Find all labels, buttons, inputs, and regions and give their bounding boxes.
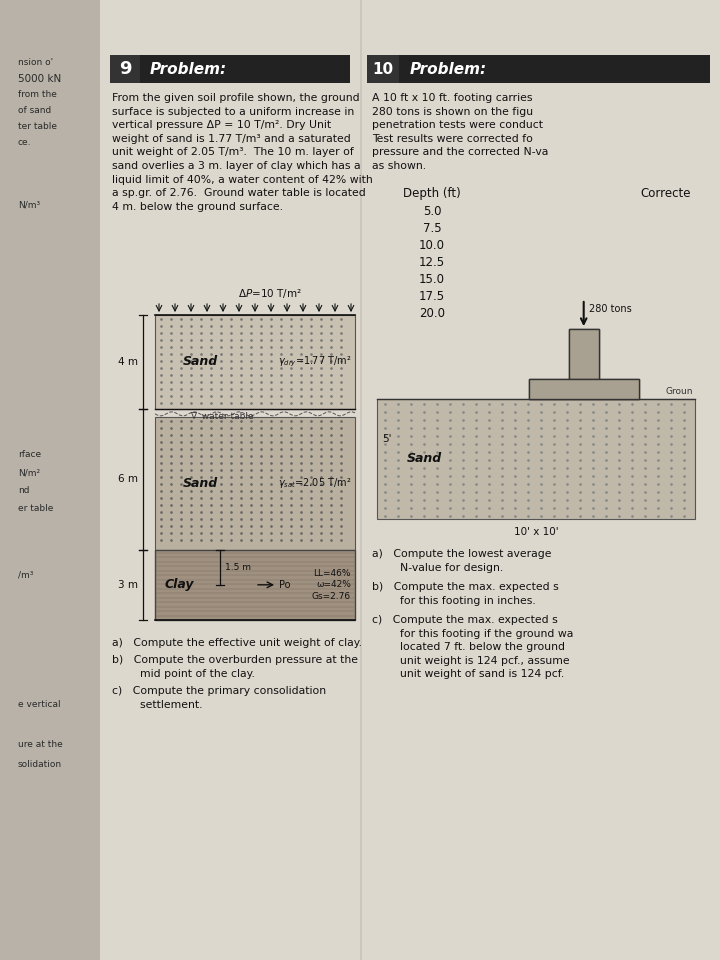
- Text: 5': 5': [382, 434, 392, 444]
- Text: a)   Compute the lowest average
        N-value for design.: a) Compute the lowest average N-value fo…: [372, 549, 552, 572]
- Text: Sand: Sand: [183, 477, 218, 490]
- Text: 10: 10: [372, 61, 394, 77]
- Text: /m³: /m³: [18, 570, 33, 579]
- Text: ter table: ter table: [18, 122, 57, 131]
- Bar: [377, 399, 695, 519]
- Bar: [569, 329, 599, 379]
- Text: Correcte: Correcte: [640, 187, 690, 200]
- Text: 20.0: 20.0: [419, 307, 445, 320]
- Text: 280 tons: 280 tons: [589, 304, 631, 314]
- Text: rface: rface: [18, 450, 41, 459]
- Text: ce.: ce.: [18, 138, 32, 147]
- Text: 15.0: 15.0: [419, 273, 445, 286]
- Text: 6 m: 6 m: [118, 474, 138, 484]
- Text: LL=46%
ω=42%
Gs=2.76: LL=46% ω=42% Gs=2.76: [312, 568, 351, 601]
- Text: Depth (ft): Depth (ft): [403, 187, 461, 200]
- Text: 3 m: 3 m: [118, 580, 138, 589]
- Text: From the given soil profile shown, the ground
surface is subjected to a uniform : From the given soil profile shown, the g…: [112, 93, 373, 212]
- Text: Problem:: Problem:: [410, 61, 487, 77]
- Bar: [528, 379, 639, 399]
- Text: $\Delta P$=10 T/m²: $\Delta P$=10 T/m²: [238, 286, 302, 300]
- Bar: [362, 0, 720, 960]
- Text: 4 m: 4 m: [118, 357, 138, 367]
- Text: c)   Compute the max. expected s
        for this footing if the ground wa
     : c) Compute the max. expected s for this …: [372, 615, 573, 680]
- Text: nsion o': nsion o': [18, 58, 53, 67]
- Text: Clay: Clay: [165, 578, 194, 591]
- Text: nd: nd: [18, 486, 30, 495]
- Text: 10' x 10': 10' x 10': [513, 527, 558, 537]
- Text: b)   Compute the overburden pressure at the
        mid point of the clay.: b) Compute the overburden pressure at th…: [112, 655, 358, 679]
- Bar: [367, 55, 710, 83]
- Bar: [360, 0, 362, 960]
- Bar: [569, 329, 599, 379]
- Bar: [528, 379, 639, 399]
- Text: ure at the: ure at the: [18, 740, 63, 749]
- Text: 9: 9: [119, 60, 131, 78]
- Bar: [155, 550, 355, 620]
- Bar: [155, 315, 355, 409]
- Text: A 10 ft x 10 ft. footing carries
280 tons is shown on the figu
penetration tests: A 10 ft x 10 ft. footing carries 280 ton…: [372, 93, 549, 171]
- Text: 7.5: 7.5: [423, 222, 441, 235]
- Text: 10.0: 10.0: [419, 239, 445, 252]
- Text: $\gamma_{dry}$=1.77 T/m²: $\gamma_{dry}$=1.77 T/m²: [278, 355, 351, 370]
- Text: of sand: of sand: [18, 106, 51, 115]
- Text: Sand: Sand: [183, 355, 218, 369]
- Text: 12.5: 12.5: [419, 256, 445, 269]
- Bar: [0, 0, 100, 960]
- Text: Problem:: Problem:: [150, 61, 227, 77]
- Bar: [110, 55, 140, 83]
- Bar: [367, 55, 399, 83]
- Bar: [110, 55, 350, 83]
- Text: ∇  water table: ∇ water table: [190, 412, 253, 420]
- Text: 1.5 m: 1.5 m: [225, 563, 251, 572]
- Text: Sand: Sand: [407, 452, 442, 466]
- Text: $\gamma_{sat}$=2.05 T/m²: $\gamma_{sat}$=2.05 T/m²: [277, 476, 351, 491]
- Text: 17.5: 17.5: [419, 290, 445, 303]
- Text: b)   Compute the max. expected s
        for this footing in inches.: b) Compute the max. expected s for this …: [372, 582, 559, 606]
- Text: e vertical: e vertical: [18, 700, 60, 709]
- Text: from the: from the: [18, 90, 57, 99]
- Text: 5.0: 5.0: [423, 205, 441, 218]
- Text: N/m²: N/m²: [18, 468, 40, 477]
- Bar: [100, 0, 360, 960]
- Text: Po: Po: [279, 580, 290, 589]
- Text: N/m³: N/m³: [18, 200, 40, 209]
- Text: solidation: solidation: [18, 760, 62, 769]
- Bar: [155, 417, 355, 550]
- Text: 5000 kN: 5000 kN: [18, 74, 61, 84]
- Text: Groun: Groun: [665, 387, 693, 396]
- Text: c)   Compute the primary consolidation
        settlement.: c) Compute the primary consolidation set…: [112, 686, 326, 709]
- Text: er table: er table: [18, 504, 53, 513]
- Text: a)   Compute the effective unit weight of clay.: a) Compute the effective unit weight of …: [112, 638, 362, 648]
